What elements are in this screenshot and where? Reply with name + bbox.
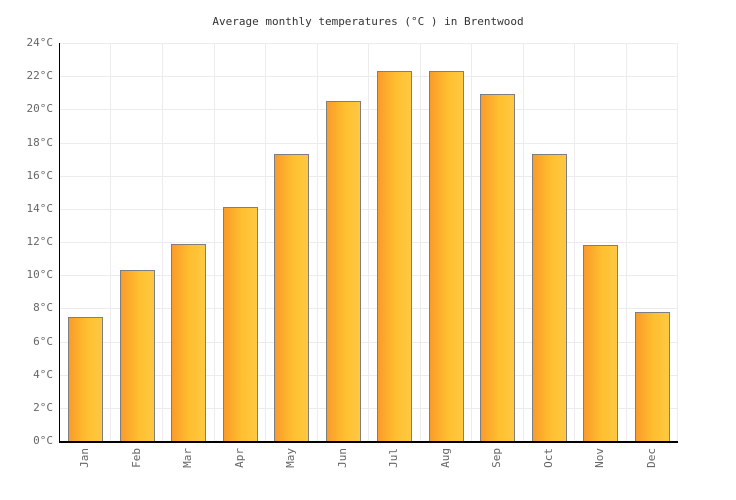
bar-slot-mar [163, 43, 215, 441]
y-tick-label-20: 20°C [26, 102, 54, 116]
gridline-horizontal [60, 242, 678, 243]
bar-slot-aug [421, 43, 473, 441]
x-axis-tick-labels: Jan Feb Mar Apr May Jun Jul Aug Sep Oct Nov Dec [59, 443, 677, 499]
x-slot-oct: Oct [523, 443, 575, 499]
gridline-horizontal [60, 407, 678, 409]
x-tick-label-feb: Feb [129, 448, 143, 468]
gridline-horizontal [60, 374, 678, 376]
bar-slot-feb [112, 43, 164, 441]
bar-slot-jan [60, 43, 112, 441]
gridline-horizontal [60, 142, 678, 144]
x-slot-feb: Feb [111, 443, 163, 499]
bar-sep [480, 94, 516, 441]
plot-area [59, 43, 678, 443]
x-slot-dec: Dec [626, 443, 678, 499]
x-tick-label-jul: Jul [387, 448, 401, 468]
bar-jun [325, 101, 361, 441]
gridline-vertical [264, 43, 266, 441]
x-slot-mar: Mar [162, 443, 214, 499]
x-tick-label-oct: Oct [541, 448, 555, 468]
bar-slot-dec [627, 43, 679, 441]
bar-nov [583, 245, 619, 441]
y-tick-label-18: 18°C [26, 135, 54, 149]
bar-slot-jun [318, 43, 370, 441]
x-slot-sep: Sep [471, 443, 523, 499]
bar-mar [171, 243, 207, 441]
gridline-vertical [470, 43, 472, 441]
y-tick-label-10: 10°C [26, 268, 54, 282]
bar-slot-nov [575, 43, 627, 441]
chart-title: Average monthly temperatures (°C ) in Br… [212, 15, 524, 28]
y-tick-label-22: 22°C [26, 69, 54, 83]
x-slot-apr: Apr [214, 443, 266, 499]
x-tick-label-sep: Sep [490, 448, 504, 468]
gridline-horizontal [60, 109, 678, 111]
y-tick-label-4: 4°C [33, 367, 53, 381]
bar-slot-apr [215, 43, 267, 441]
x-tick-label-mar: Mar [181, 448, 195, 468]
x-slot-jul: Jul [368, 443, 420, 499]
x-slot-jan: Jan [59, 443, 111, 499]
x-tick-label-jan: Jan [78, 448, 92, 468]
bar-oct [531, 154, 567, 441]
x-tick-label-dec: Dec [644, 448, 658, 468]
gridline-vertical [574, 43, 575, 441]
y-axis-tick-labels: 0°C 2°C 4°C 6°C 8°C 10°C 12°C 14°C 16°C 18°C 20°C 2… [0, 37, 54, 447]
y-tick-label-0: 0°C [33, 434, 53, 447]
x-slot-nov: Nov [574, 443, 626, 499]
bar-may [274, 154, 310, 441]
x-slot-may: May [265, 443, 317, 499]
gridline-vertical [419, 43, 421, 441]
x-tick-label-nov: Nov [593, 448, 607, 468]
gridline-vertical [213, 43, 215, 441]
bar-slot-may [266, 43, 318, 441]
y-tick-label-8: 8°C [33, 301, 53, 315]
gridline-vertical [625, 43, 627, 441]
gridline-horizontal [60, 308, 678, 310]
bar-dec [634, 311, 670, 441]
x-tick-label-jun: Jun [335, 448, 349, 468]
gridline-horizontal [60, 341, 678, 343]
x-tick-label-apr: Apr [232, 448, 246, 468]
gridline-vertical [316, 43, 318, 441]
bar-slot-oct [524, 43, 576, 441]
gridline-vertical [522, 43, 524, 441]
gridline-vertical [161, 43, 163, 441]
y-tick-label-6: 6°C [33, 334, 53, 348]
gridline-vertical [677, 43, 678, 441]
bars-container [60, 43, 678, 441]
gridline-vertical [368, 43, 369, 441]
gridline-vertical [110, 43, 112, 441]
y-tick-label-14: 14°C [26, 201, 54, 215]
x-slot-aug: Aug [420, 443, 472, 499]
bar-slot-jul [369, 43, 421, 441]
bar-jan [68, 316, 104, 441]
bar-apr [222, 207, 258, 441]
gridline-horizontal [60, 175, 678, 177]
gridline-horizontal [60, 76, 678, 78]
gridline-horizontal [60, 208, 678, 210]
bar-slot-sep [472, 43, 524, 441]
gridline-horizontal [60, 43, 678, 44]
gridline-horizontal [60, 275, 678, 277]
bar-feb [119, 270, 155, 441]
x-tick-label-may: May [284, 448, 298, 468]
y-tick-label-12: 12°C [26, 235, 54, 248]
bar-aug [428, 71, 464, 441]
bar-jul [377, 71, 413, 441]
y-tick-label-2: 2°C [33, 400, 53, 414]
x-tick-label-aug: Aug [438, 448, 452, 468]
x-slot-jun: Jun [317, 443, 369, 499]
y-tick-label-16: 16°C [26, 168, 54, 182]
y-tick-label-24: 24°C [26, 36, 54, 49]
